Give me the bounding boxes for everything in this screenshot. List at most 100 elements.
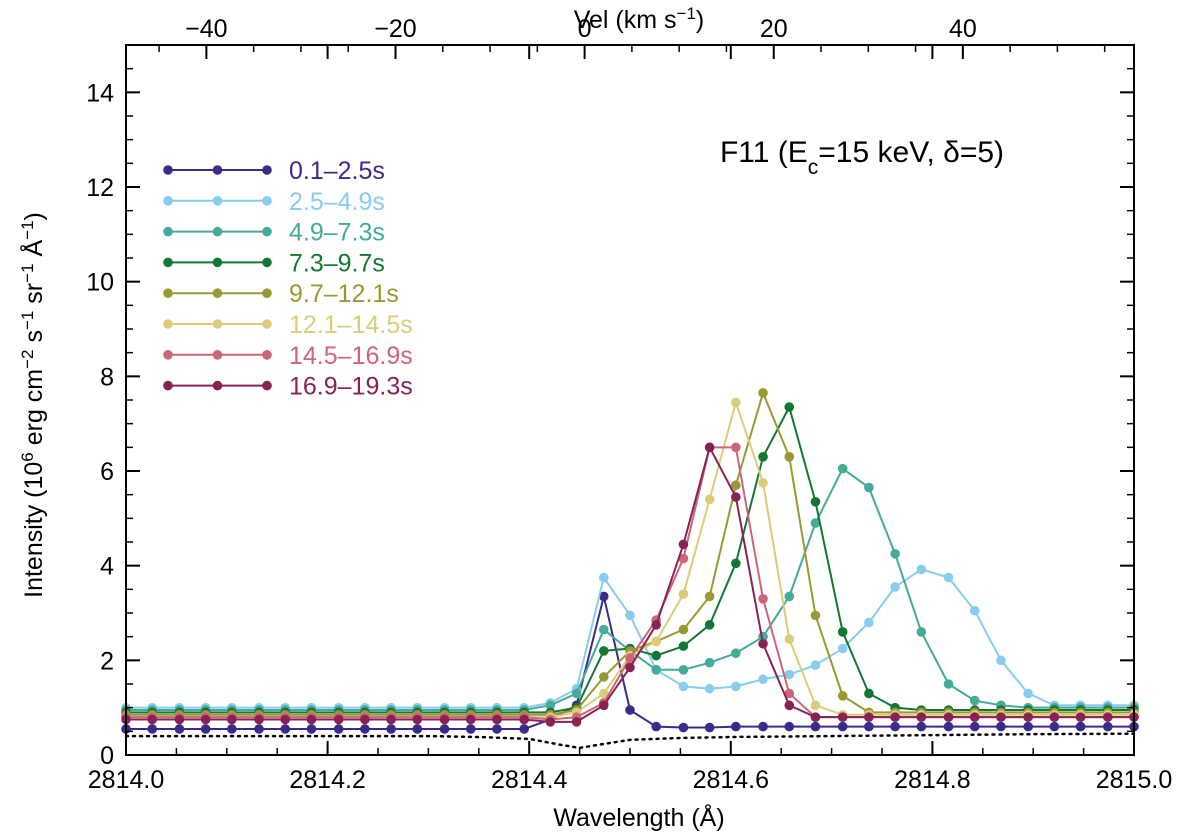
- data-point: [1049, 712, 1060, 722]
- data-point: [704, 591, 715, 602]
- data-point: [333, 724, 344, 734]
- data-point: [227, 724, 237, 734]
- data-point: [598, 672, 609, 682]
- data-point: [758, 388, 768, 398]
- data-point: [731, 480, 741, 491]
- legend-item: 4.9–7.3s: [163, 219, 385, 247]
- legend-swatch-marker: [212, 196, 223, 206]
- data-point: [147, 724, 158, 734]
- data-point: [598, 688, 609, 699]
- data-point: [758, 638, 768, 649]
- legend-item: 16.9–19.3s: [163, 373, 413, 401]
- x-tick-label: 2814.0: [88, 766, 164, 794]
- legend: 0.1–2.5s 2.5–4.9s 4.9–7.3s7.3–9.7s 9.7–12.1…: [163, 157, 413, 401]
- data-point: [810, 496, 821, 507]
- top-x-tick-label: 0: [578, 15, 592, 43]
- legend-swatch-marker: [212, 350, 223, 360]
- legend-swatch-marker: [163, 380, 173, 391]
- data-point: [837, 643, 848, 654]
- y-tick-label: 12: [86, 174, 114, 202]
- x-tick-label: 2814.2: [289, 766, 365, 794]
- legend-swatch-marker: [262, 380, 272, 391]
- data-point: [784, 452, 795, 462]
- data-point: [519, 714, 529, 725]
- x-tick-label: 2814.8: [894, 766, 970, 794]
- data-point: [731, 442, 741, 453]
- legend-label: 7.3–9.7s: [289, 249, 385, 277]
- legend-swatch-marker: [212, 319, 223, 329]
- legend-swatch-marker: [212, 288, 223, 299]
- legend-swatch-marker: [163, 319, 173, 329]
- legend-swatch-marker: [262, 257, 272, 268]
- data-point: [704, 620, 715, 630]
- data-point: [651, 620, 662, 630]
- legend-swatch-marker: [163, 288, 173, 299]
- data-point: [837, 627, 848, 637]
- data-point: [1075, 712, 1086, 722]
- annotation-rest: =15 keV, δ=5): [818, 136, 1004, 169]
- legend-swatch-marker: [163, 196, 173, 206]
- data-point: [147, 714, 158, 725]
- series-8: [121, 442, 1139, 727]
- data-point: [837, 712, 848, 722]
- data-point: [890, 712, 900, 722]
- x-tick-label: 2814.6: [693, 766, 769, 794]
- data-point: [306, 724, 317, 734]
- legend-item: 0.1–2.5s: [163, 157, 385, 185]
- data-point: [412, 724, 423, 734]
- data-point: [360, 724, 370, 734]
- data-point: [333, 714, 344, 725]
- data-point: [731, 648, 741, 659]
- y-tick-label: 0: [100, 742, 114, 770]
- data-point: [1049, 721, 1060, 732]
- data-point: [731, 558, 741, 569]
- data-point: [1023, 721, 1033, 732]
- data-point: [916, 564, 927, 575]
- top-x-tick-label: 20: [760, 15, 788, 43]
- data-point: [651, 650, 662, 661]
- data-point: [598, 624, 609, 635]
- data-point: [758, 721, 768, 732]
- data-point: [598, 646, 609, 656]
- data-point: [890, 549, 900, 559]
- data-point: [943, 712, 954, 722]
- data-point: [810, 721, 821, 732]
- data-point: [864, 482, 874, 493]
- data-point: [678, 624, 689, 635]
- legend-swatch-marker: [163, 226, 173, 237]
- data-point: [651, 721, 662, 732]
- data-point: [625, 610, 635, 621]
- data-point: [571, 717, 582, 727]
- data-point: [678, 539, 689, 550]
- legend-item: 12.1–14.5s: [163, 311, 413, 339]
- data-point: [758, 452, 768, 462]
- data-point: [651, 665, 662, 675]
- y-axis-title: Intensity (106 erg cm−2 s−1 sr−1 Å−1): [18, 212, 49, 598]
- data-point: [837, 721, 848, 732]
- legend-swatch-marker: [262, 226, 272, 237]
- legend-swatch-marker: [262, 165, 272, 175]
- data-point: [254, 714, 264, 725]
- data-point: [174, 724, 185, 734]
- data-point: [864, 721, 874, 732]
- data-point: [704, 494, 715, 505]
- data-point: [758, 594, 768, 604]
- top-x-tick-label: −20: [374, 15, 416, 43]
- data-point: [412, 714, 423, 725]
- data-point: [625, 662, 635, 673]
- legend-swatch-marker: [262, 350, 272, 360]
- annotation-subscript: c: [808, 156, 819, 179]
- top-x-tick-label: 40: [949, 15, 977, 43]
- data-point: [174, 714, 185, 725]
- data-point: [704, 657, 715, 668]
- data-point: [916, 721, 927, 732]
- background-profile-layer: [124, 732, 1136, 750]
- data-point: [651, 636, 662, 647]
- data-point: [996, 721, 1006, 732]
- data-point: [731, 721, 741, 732]
- y-tick-label: 10: [86, 269, 114, 297]
- data-point: [545, 700, 556, 711]
- data-point: [916, 627, 927, 637]
- data-point: [227, 714, 237, 725]
